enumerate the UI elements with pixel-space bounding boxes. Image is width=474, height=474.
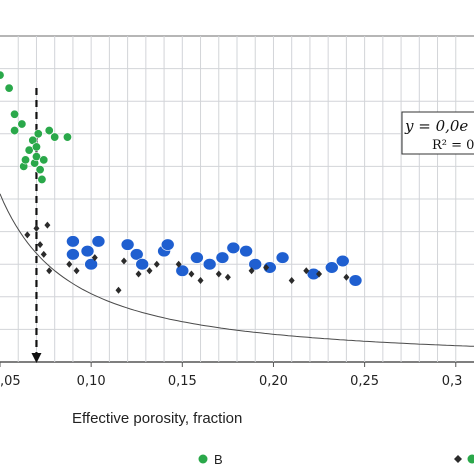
data-point-c: [190, 251, 204, 264]
data-point-c: [215, 251, 230, 264]
data-point-d: [316, 270, 323, 278]
data-point-b: [37, 174, 47, 184]
data-point-c: [66, 248, 80, 261]
data-point-c: [202, 258, 217, 271]
data-point-c: [275, 251, 290, 264]
data-point-b: [31, 142, 41, 152]
data-point-d: [343, 273, 350, 281]
data-point-d: [120, 257, 127, 265]
data-point-d: [33, 224, 40, 232]
data-point-d: [135, 270, 142, 278]
data-point-b: [0, 70, 5, 80]
data-point-d: [248, 267, 255, 275]
equation-box-frame: [401, 111, 474, 155]
data-point-d: [197, 277, 204, 284]
data-point-d: [66, 260, 73, 268]
x-tick-label: 0,10: [77, 374, 106, 389]
legend-marker-partial: [467, 454, 474, 464]
data-point-c: [248, 258, 263, 271]
data-point-d: [215, 270, 222, 278]
legend-label-b: B: [214, 452, 223, 467]
data-point-d: [224, 273, 231, 281]
data-point-b: [4, 83, 14, 93]
data-point-d: [303, 267, 310, 275]
trendline: [0, 193, 474, 347]
x-tick-label: 0,25: [350, 374, 379, 389]
data-point-d: [24, 231, 31, 239]
data-point-c: [239, 245, 253, 258]
data-point-d: [46, 267, 53, 275]
trendline-r2: R² = 0: [432, 138, 474, 153]
data-point-b: [10, 109, 20, 119]
x-axis-label: Effective porosity, fraction: [72, 410, 242, 427]
x-tick-labels: ,05 0,10 0,15 0,20 0,25 0,3: [0, 374, 462, 389]
cutoff-line: [31, 88, 42, 363]
trendline-equation-box: y = 0,0e R² = 0: [401, 111, 474, 155]
grid-lines: [0, 36, 474, 367]
data-point-d: [288, 277, 295, 284]
data-point-b: [33, 129, 43, 139]
x-tick-label: 0,20: [259, 374, 288, 389]
data-point-d: [115, 286, 122, 294]
data-point-d: [153, 260, 160, 268]
data-point-d: [40, 250, 47, 258]
data-point-b: [10, 126, 20, 136]
data-point-b: [50, 132, 60, 142]
data-point-c: [80, 245, 95, 258]
data-point-b: [21, 155, 31, 165]
data-point-c: [324, 261, 339, 274]
trendline-curve: [0, 193, 474, 347]
data-point-d: [73, 267, 80, 275]
data-point-c: [91, 235, 106, 248]
legend-marker-b: [198, 454, 208, 464]
legend: B: [198, 452, 474, 467]
data-point-c: [175, 264, 190, 277]
data-point-d: [188, 270, 195, 278]
data-point-c: [129, 248, 144, 261]
legend-marker-diamond: [454, 455, 462, 463]
x-tick-label: ,05: [0, 374, 21, 389]
data-point-d: [44, 221, 51, 229]
data-point-b: [35, 165, 45, 175]
trendline-equation: y = 0,0e: [404, 117, 468, 135]
x-tick-label: 0,15: [168, 374, 197, 389]
data-point-b: [62, 132, 72, 142]
x-tick-label: 0,3: [442, 374, 463, 389]
data-point-c: [226, 241, 241, 254]
data-point-d: [175, 260, 182, 268]
data-point-b: [44, 126, 54, 136]
data-point-c: [66, 235, 80, 248]
data-point-b: [17, 119, 27, 129]
cutoff-arrowhead: [31, 353, 42, 363]
data-point-d: [37, 241, 44, 249]
data-point-c: [160, 238, 175, 251]
data-point-d: [91, 254, 98, 262]
data-point-b: [39, 155, 49, 165]
data-point-c: [120, 238, 135, 251]
data-point-d: [263, 263, 270, 271]
data-point-d: [146, 267, 153, 275]
data-point-c: [335, 254, 350, 268]
data-point-c: [348, 274, 363, 287]
data-marks: [0, 70, 363, 294]
data-point-c: [135, 258, 149, 271]
data-point-c: [84, 258, 98, 271]
